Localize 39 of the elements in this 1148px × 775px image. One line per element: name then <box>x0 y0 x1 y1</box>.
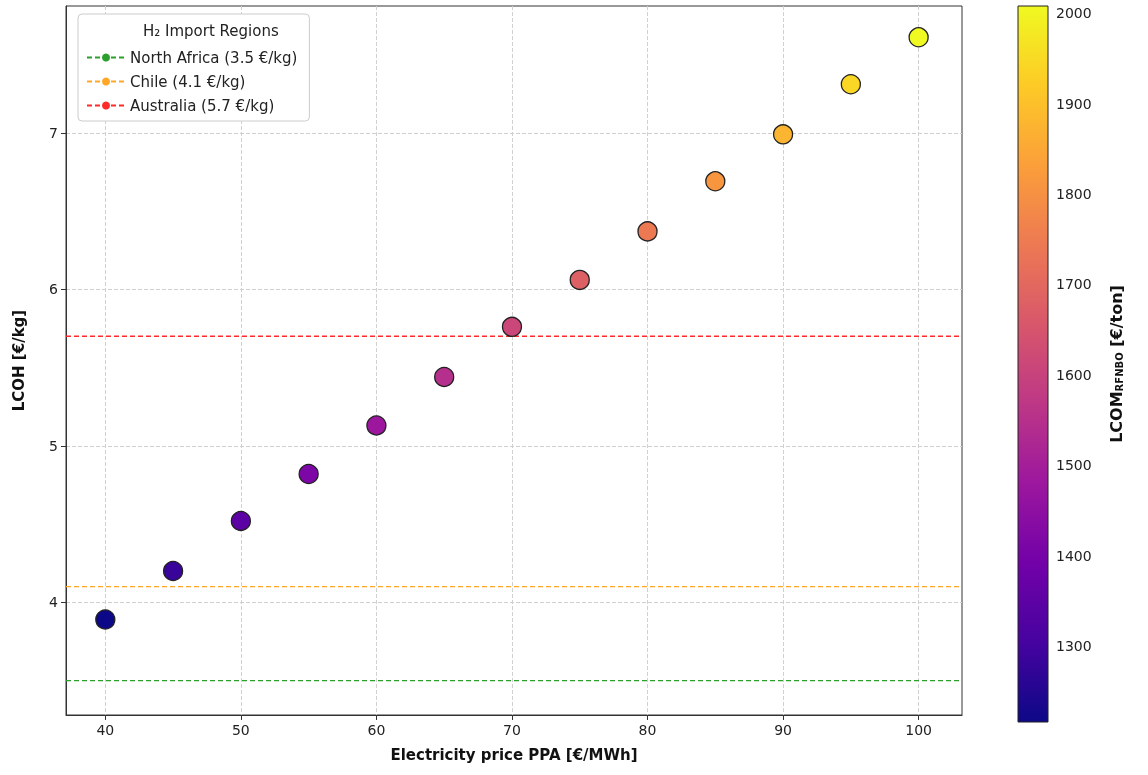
legend-title: H₂ Import Regions <box>143 21 279 40</box>
point <box>162 560 184 582</box>
legend-label: North Africa (3.5 €/kg) <box>130 48 298 67</box>
color-bar-label: 1800 <box>1056 186 1092 203</box>
y-tick-label: 7 <box>49 124 58 141</box>
legend-label: Chile (4.1 €/kg) <box>130 72 246 91</box>
y-axis-title: LCOH [€/kg] <box>9 309 28 412</box>
point <box>637 221 658 242</box>
x-tick-label: 70 <box>503 722 521 738</box>
color-bar-label: 1600 <box>1056 366 1092 383</box>
y-tick-label: 5 <box>49 437 58 454</box>
x-tick-label: 100 <box>905 722 932 738</box>
x-tick-label: 80 <box>638 722 657 738</box>
color-bar-title: LCOMRFNBO [€/ton] <box>1106 285 1126 443</box>
x-tick-label: 60 <box>367 722 386 738</box>
color-bar-label: 1700 <box>1056 276 1092 293</box>
point <box>95 609 116 630</box>
point <box>434 366 455 388</box>
y-tick-label: 6 <box>49 281 59 298</box>
point <box>569 269 590 291</box>
x-tick-label: 40 <box>96 722 115 738</box>
color-bar-label: 1400 <box>1056 547 1092 564</box>
point <box>366 415 387 436</box>
legend-label: Australia (5.7 €/kg) <box>130 96 275 115</box>
color-bar-label: 1300 <box>1056 638 1092 655</box>
point <box>705 171 726 192</box>
y-tick-label: 4 <box>49 594 59 611</box>
x-tick-label: 50 <box>231 722 250 738</box>
point <box>298 463 319 485</box>
point <box>840 74 861 95</box>
x-axis-title: Electricity price PPA [€/MWh] <box>390 745 638 764</box>
point <box>772 124 794 145</box>
color-bar-label: 1900 <box>1056 95 1092 112</box>
point <box>501 316 523 337</box>
color-bar-label: 1500 <box>1056 457 1092 474</box>
point <box>230 510 252 532</box>
x-tick-label: 90 <box>774 722 792 738</box>
color-bar-label: 2000 <box>1056 5 1092 22</box>
point <box>908 27 929 48</box>
